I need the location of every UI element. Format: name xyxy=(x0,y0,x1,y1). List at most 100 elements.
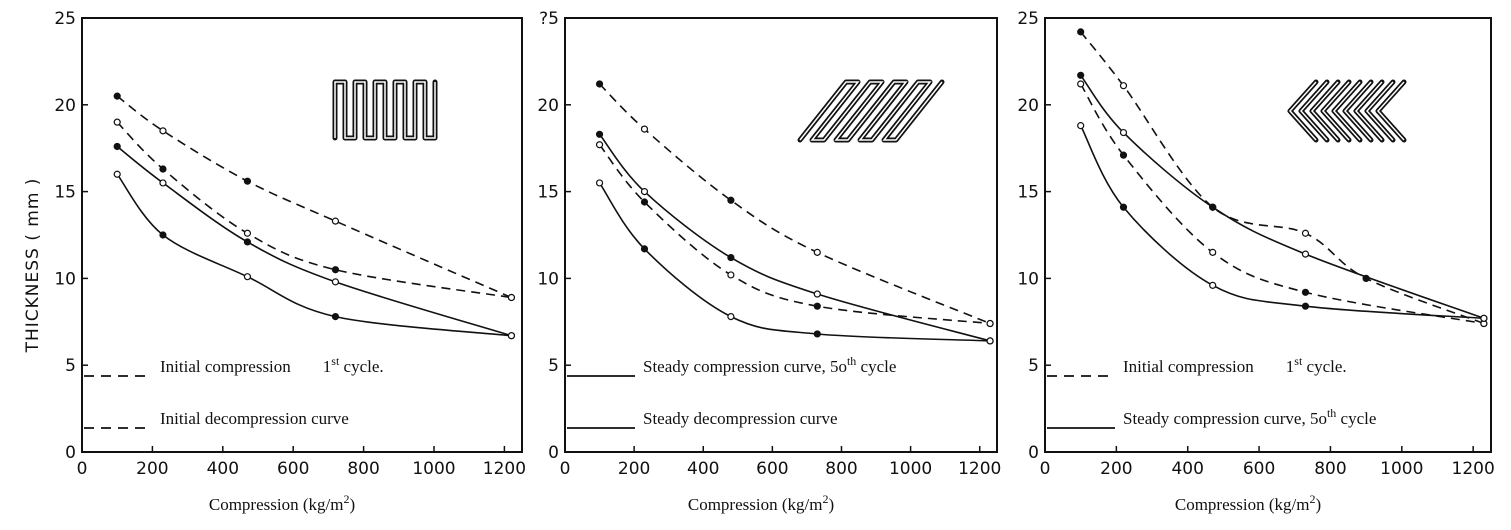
x-tick-label: 1000 xyxy=(412,459,455,479)
series-line xyxy=(116,145,512,337)
plot-frame xyxy=(564,17,998,453)
data-point xyxy=(331,278,340,286)
data-point xyxy=(331,266,340,274)
data-point xyxy=(507,332,516,340)
x-tick-label: 1200 xyxy=(1452,459,1495,479)
data-point xyxy=(727,196,735,204)
data-point xyxy=(331,217,340,225)
x-tick-label: 1200 xyxy=(483,459,526,479)
data-point xyxy=(727,271,735,279)
data-point xyxy=(640,198,649,206)
data-point xyxy=(113,118,121,126)
x-tick-label: 600 xyxy=(1243,459,1275,479)
data-point xyxy=(159,179,167,187)
x-tick-label: 800 xyxy=(347,459,379,479)
data-point xyxy=(113,142,121,151)
data-point xyxy=(1077,71,1085,79)
data-point xyxy=(159,127,167,135)
y-tick-label: 15 xyxy=(1017,183,1039,203)
series-line xyxy=(598,182,991,342)
data-point xyxy=(595,141,604,149)
data-point xyxy=(1209,203,1217,211)
x-tick-label: 0 xyxy=(77,459,88,479)
y-tick-label: 5 xyxy=(1028,356,1039,376)
data-point xyxy=(1119,151,1128,159)
y-tick-label: 25 xyxy=(1017,9,1039,29)
y-tick-label: 10 xyxy=(54,269,76,289)
x-tick-label: 800 xyxy=(1314,459,1346,479)
y-axis-title: THICKNESS ( mm ) xyxy=(23,178,43,354)
x-axis-title: Compression (kg/m2) xyxy=(209,492,355,514)
data-point xyxy=(1480,314,1488,322)
data-point xyxy=(640,125,649,133)
legend-label: Steady compression curve, 5oth cycle xyxy=(643,354,896,376)
y-tick-label: 25 xyxy=(54,9,76,29)
data-point xyxy=(159,165,167,173)
data-point xyxy=(1077,122,1085,130)
series-line xyxy=(1079,125,1484,320)
x-tick-label: 800 xyxy=(825,459,857,479)
x-tick-label: 400 xyxy=(207,459,239,479)
data-point xyxy=(1077,28,1085,36)
x-tick-label: 200 xyxy=(618,459,650,479)
x-axis-title: Compression (kg/m2) xyxy=(1175,492,1321,514)
plot-frame xyxy=(81,17,523,453)
x-tick-label: 0 xyxy=(1040,459,1051,479)
data-point xyxy=(243,238,252,246)
data-point xyxy=(1119,128,1128,137)
data-point xyxy=(243,177,252,185)
data-point xyxy=(640,245,649,253)
x-tick-label: 400 xyxy=(687,459,719,479)
data-point xyxy=(331,312,340,321)
y-tick-label: 10 xyxy=(1017,269,1039,289)
legend-label: Steady compression curve, 5oth cycle xyxy=(1123,406,1376,428)
x-tick-label: 600 xyxy=(277,459,309,479)
y-tick-label: 15 xyxy=(537,183,559,203)
data-point xyxy=(813,330,821,338)
y-tick-label: ?5 xyxy=(539,9,559,29)
x-tick-label: 1000 xyxy=(889,459,932,479)
y-tick-label: 15 xyxy=(54,183,76,203)
legend-label: Initial decompression curve xyxy=(160,409,349,428)
x-tick-label: 200 xyxy=(1100,459,1132,479)
data-point xyxy=(113,170,121,178)
data-point xyxy=(1301,229,1310,237)
data-point xyxy=(1301,250,1310,258)
chart-panel-1: 0 200 400 600 800 1000 1200 0 5 10 15 20 25 Compressi… xyxy=(54,9,526,514)
y-tick-label: 5 xyxy=(548,356,559,376)
series-line xyxy=(1080,74,1485,320)
x-tick-label: 1000 xyxy=(1380,459,1423,479)
data-point xyxy=(1209,248,1217,256)
series-line xyxy=(116,121,512,299)
data-point xyxy=(1301,288,1310,296)
data-point xyxy=(1077,80,1085,88)
data-point xyxy=(813,302,821,310)
series-line xyxy=(1080,83,1485,325)
x-tick-label: 400 xyxy=(1171,459,1203,479)
y-tick-label: 20 xyxy=(537,96,559,116)
data-point xyxy=(1301,302,1310,310)
chevron-zigzag-pattern-icon xyxy=(1287,79,1407,143)
legend-label: Initial compression 1st cycle. xyxy=(1123,354,1347,376)
data-point xyxy=(243,229,252,237)
legend: Initial compression 1st cycle. Steady comp… xyxy=(1047,354,1376,429)
y-tick-label: 5 xyxy=(65,356,76,376)
legend: Initial compression 1st cycle. Initial dec… xyxy=(84,354,384,429)
series-line xyxy=(598,144,991,325)
x-tick-label: 0 xyxy=(560,459,571,479)
legend: Steady compression curve, 5oth cycle Stea… xyxy=(567,354,896,429)
data-point xyxy=(813,290,821,298)
y-tick-label: 0 xyxy=(65,443,76,463)
y-tick-label: 20 xyxy=(54,96,76,116)
data-point xyxy=(1209,281,1217,289)
series-line xyxy=(116,173,512,337)
data-point xyxy=(813,248,821,256)
data-point xyxy=(986,319,994,328)
data-point xyxy=(1119,203,1128,211)
series-line xyxy=(116,95,512,299)
x-tick-label: 600 xyxy=(756,459,788,479)
y-tick-label: 10 xyxy=(537,269,559,289)
x-tick-label: 200 xyxy=(136,459,168,479)
data-point xyxy=(595,179,604,187)
